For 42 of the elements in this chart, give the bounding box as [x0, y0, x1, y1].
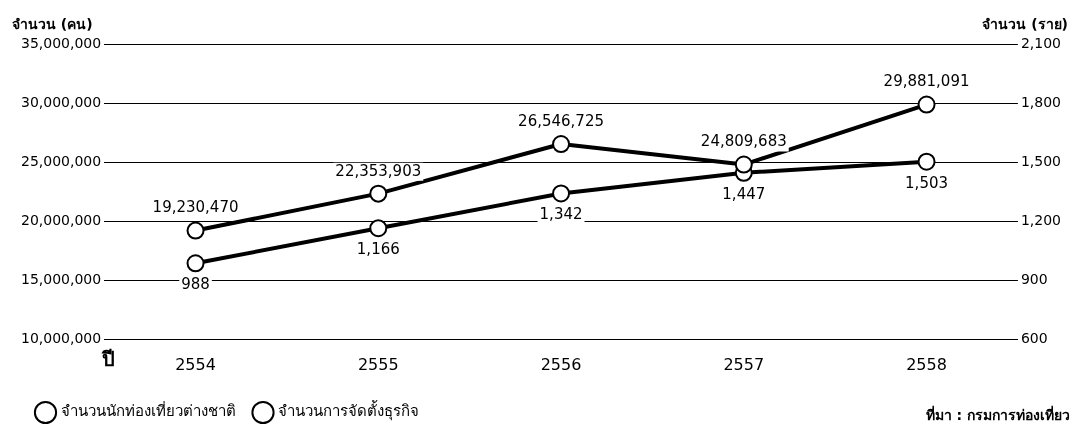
point	[734, 155, 753, 174]
y-tick-label: 35,000,000	[20, 34, 102, 51]
x-tick-label: 2556	[540, 354, 582, 374]
data-label: 1,166	[356, 240, 400, 259]
y-tick-label: 15,000,000	[20, 271, 102, 288]
data-label: 988	[181, 275, 210, 294]
y2-tick-label: 2,100	[1020, 34, 1062, 51]
data-label: 22,353,903	[335, 161, 422, 180]
point	[552, 135, 571, 154]
point	[917, 152, 936, 171]
data-label: 1,503	[905, 173, 949, 192]
y2-axis-title: จำนวน (ราย)	[982, 15, 1068, 32]
legend-label: จำนวนการจัดตั้งธุรกิจ	[278, 400, 419, 422]
data-label: 24,809,683	[700, 132, 787, 151]
y-axis-title: จำนวน (คน)	[12, 15, 93, 32]
y2-tick-label: 1,200	[1020, 212, 1062, 229]
point	[186, 221, 205, 240]
point	[552, 184, 571, 203]
x-axis-title: ปี	[101, 347, 116, 372]
point	[186, 254, 205, 273]
x-tick-label: 2554	[175, 354, 216, 374]
y-tick-label: 25,000,000	[20, 152, 102, 169]
data-label: 1,447	[722, 184, 766, 203]
y2-tick-label: 900	[1020, 271, 1048, 288]
x-tick-label: 2555	[357, 354, 399, 374]
legend-label: จำนวนนักท่องเที่ยวต่างชาติ	[60, 400, 236, 421]
y-tick-label: 10,000,000	[20, 330, 102, 347]
data-label: 19,230,470	[152, 198, 239, 217]
y2-tick-label: 600	[1020, 330, 1048, 347]
data-label: 29,881,091	[883, 72, 970, 91]
x-tick-label: 2557	[723, 354, 765, 374]
y2-tick-label: 1,800	[1020, 93, 1062, 110]
point	[369, 219, 388, 238]
data-label: 26,546,725	[518, 111, 604, 130]
point	[917, 95, 936, 114]
text: ที่มา : กรมการท่องเที่ยว	[925, 404, 1070, 423]
y-tick-label: 30,000,000	[20, 93, 102, 110]
y-tick-label: 20,000,000	[20, 212, 102, 229]
x-tick-label: 2558	[906, 354, 947, 374]
data-label: 1,342	[539, 205, 583, 224]
y2-tick-label: 1,500	[1020, 152, 1062, 169]
point	[369, 184, 388, 203]
